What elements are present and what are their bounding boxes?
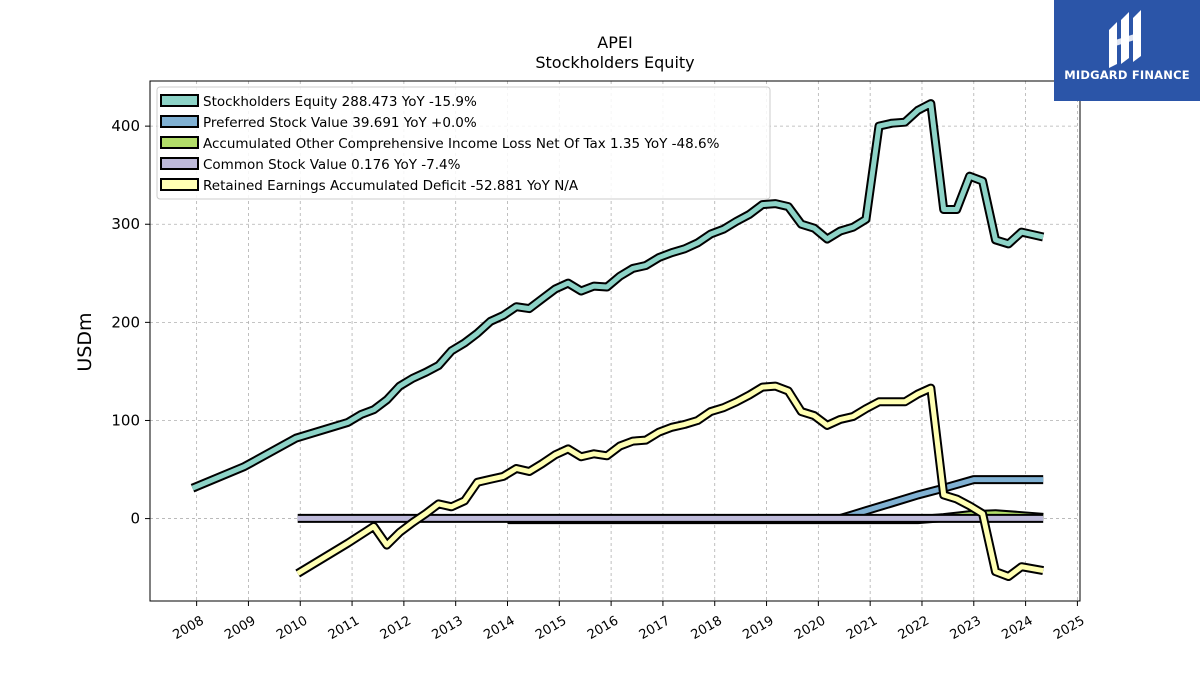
x-tick-label: 2022 <box>896 613 932 643</box>
brand-logo: MIDGARD FINANCE <box>1054 0 1200 101</box>
legend-swatch <box>160 115 199 128</box>
x-tick-label: 2024 <box>999 613 1035 643</box>
y-tick-label: 200 <box>111 313 140 331</box>
x-tick-label: 2013 <box>430 613 466 643</box>
x-tick-label: 2015 <box>533 613 569 643</box>
series-line <box>296 383 1044 579</box>
plot-area: 0 100 200 300 400 2008 2009 2010 2011 2012 2013 201… <box>111 80 1087 643</box>
brand-logo-icon <box>1109 10 1141 68</box>
y-tick-label: 300 <box>111 215 140 233</box>
chart-title: APEI <box>597 33 632 52</box>
legend-entry: Common Stock Value 0.176 YoY -7.4% <box>203 157 461 173</box>
x-tick-label: 2011 <box>326 613 362 643</box>
legend-swatch <box>160 136 199 149</box>
legend-swatch <box>160 94 199 107</box>
x-tick-label: 2016 <box>585 613 621 643</box>
y-tick-label: 400 <box>111 117 140 135</box>
x-tick-label: 2023 <box>948 613 984 643</box>
y-tick-label: 100 <box>111 411 140 429</box>
y-axis-label: USDm <box>74 312 96 371</box>
x-tick-label: 2019 <box>740 613 776 643</box>
legend-entry: Preferred Stock Value 39.691 YoY +0.0% <box>203 115 477 131</box>
x-tick-label: 2020 <box>792 613 828 643</box>
legend-entry: Accumulated Other Comprehensive Income L… <box>203 136 720 152</box>
x-tick-label: 2021 <box>844 613 880 643</box>
x-tick-label: 2008 <box>170 613 206 643</box>
x-tick-label: 2012 <box>378 613 414 643</box>
legend-entry: Retained Earnings Accumulated Deficit -5… <box>203 178 579 194</box>
x-tick-label: 2017 <box>637 613 673 643</box>
series-line <box>191 101 1044 491</box>
plot-frame <box>149 80 1081 602</box>
x-tick-label: 2025 <box>1051 613 1087 643</box>
legend-swatch <box>160 178 199 191</box>
x-tick-label: 2010 <box>274 613 310 643</box>
legend-swatch <box>160 157 199 170</box>
legend-entry: Stockholders Equity 288.473 YoY -15.9% <box>203 94 477 110</box>
legend-box <box>156 86 771 200</box>
x-tick-label: 2014 <box>481 613 517 643</box>
x-tick-label: 2009 <box>222 613 258 643</box>
brand-name: MIDGARD FINANCE <box>1064 68 1190 82</box>
series-line-outline <box>295 381 1044 581</box>
chart-subtitle: Stockholders Equity <box>535 53 694 72</box>
y-tick-label: 0 <box>130 510 140 528</box>
x-tick-label: 2018 <box>689 613 725 643</box>
